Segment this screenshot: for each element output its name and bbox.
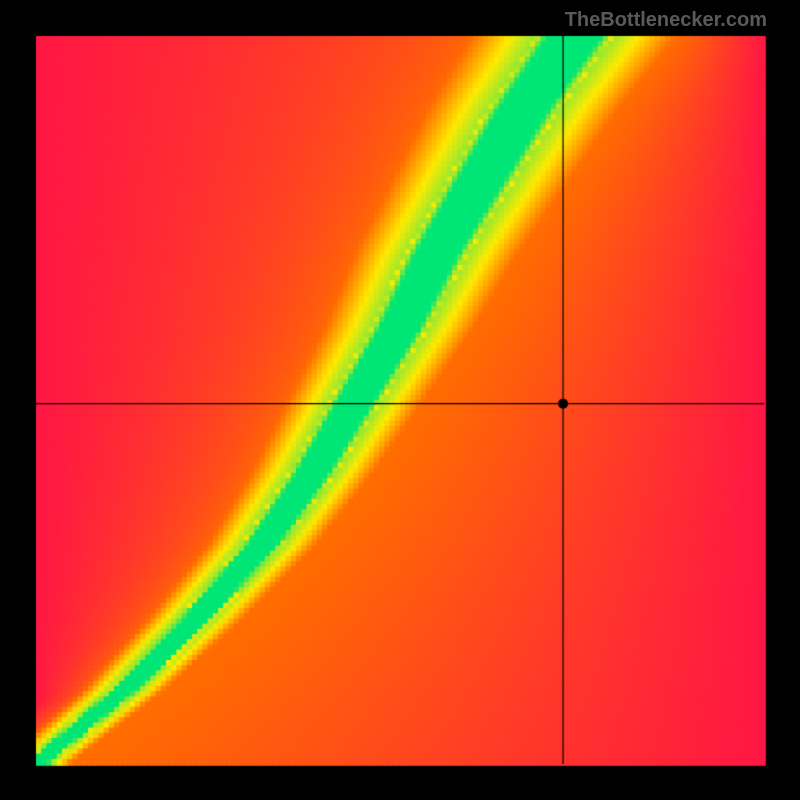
watermark-text: TheBottlenecker.com xyxy=(565,9,767,32)
bottleneck-heatmap-chart xyxy=(0,0,800,800)
heatmap-canvas xyxy=(0,0,800,800)
